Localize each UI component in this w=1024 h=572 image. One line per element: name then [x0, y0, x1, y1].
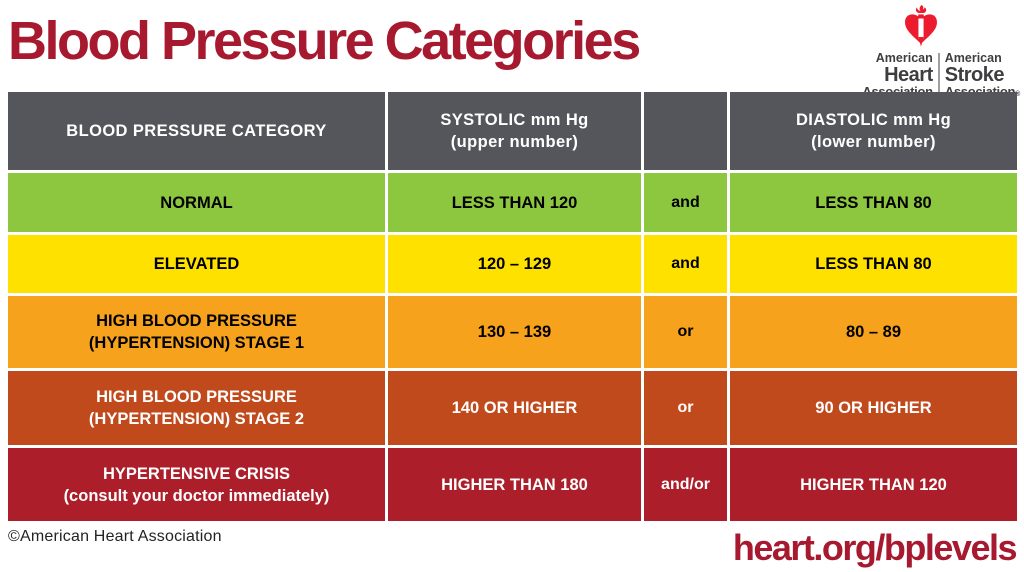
connector-cell: or — [644, 296, 727, 368]
connector-cell: and — [644, 173, 727, 232]
copyright-text: ©American Heart Association — [8, 528, 222, 545]
heart-torch-icon — [905, 5, 937, 47]
header-cell-connector — [644, 92, 727, 170]
logo-left-line2: Heart — [884, 64, 933, 86]
category-label: HIGH BLOOD PRESSURE — [96, 388, 297, 406]
category-cell: HYPERTENSIVE CRISIS (consult your doctor… — [8, 448, 385, 521]
logo-left-line1: American — [875, 51, 933, 65]
systolic-cell: LESS THAN 120 — [388, 173, 641, 232]
diastolic-cell: 90 OR HIGHER — [730, 371, 1017, 445]
category-label: NORMAL — [160, 193, 233, 212]
aha-asa-logo: American Heart Association American Stro… — [834, 5, 1020, 102]
logo-right-line1: American — [944, 51, 1002, 65]
category-note: (HYPERTENSION) STAGE 2 — [88, 410, 305, 428]
header-diastolic-label: DIASTOLIC mm Hg — [795, 111, 952, 129]
logo-divider — [937, 53, 940, 102]
logo-right-line2: Stroke — [944, 64, 1005, 86]
category-cell: ELEVATED — [8, 235, 385, 293]
header-cell-systolic: SYSTOLIC mm Hg (upper number) — [388, 92, 641, 170]
diastolic-cell: HIGHER THAN 120 — [730, 448, 1017, 521]
systolic-cell: 120 – 129 — [388, 235, 641, 293]
systolic-cell: 130 – 139 — [388, 296, 641, 368]
category-note: (HYPERTENSION) STAGE 1 — [88, 334, 305, 352]
header-cell-category: BLOOD PRESSURE CATEGORY — [8, 92, 385, 170]
connector-cell: or — [644, 371, 727, 445]
systolic-cell: 140 OR HIGHER — [388, 371, 641, 445]
category-cell: HIGH BLOOD PRESSURE (HYPERTENSION) STAGE… — [8, 371, 385, 445]
site-url: heart.org/bplevels — [732, 527, 1018, 568]
systolic-cell: HIGHER THAN 180 — [388, 448, 641, 521]
blood-pressure-table: BLOOD PRESSURE CATEGORY SYSTOLIC mm Hg (… — [8, 92, 1017, 521]
header-diastolic-sublabel: (lower number) — [811, 133, 936, 151]
header-systolic-sublabel: (upper number) — [450, 133, 579, 151]
category-label: HIGH BLOOD PRESSURE — [96, 312, 297, 330]
diastolic-cell: LESS THAN 80 — [730, 235, 1017, 293]
category-cell: NORMAL — [8, 173, 385, 232]
header-category-label: BLOOD PRESSURE CATEGORY — [66, 122, 327, 140]
header-cell-diastolic: DIASTOLIC mm Hg (lower number) — [730, 92, 1017, 170]
registered-mark: ® — [1015, 91, 1020, 98]
connector-cell: and — [644, 235, 727, 293]
category-cell: HIGH BLOOD PRESSURE (HYPERTENSION) STAGE… — [8, 296, 385, 368]
category-label: ELEVATED — [153, 255, 240, 273]
category-note: (consult your doctor immediately) — [63, 486, 330, 505]
header-systolic-label: SYSTOLIC mm Hg — [440, 111, 589, 129]
diastolic-cell: LESS THAN 80 — [730, 173, 1017, 232]
category-label: HYPERTENSIVE CRISIS — [102, 464, 291, 483]
connector-cell: and/or — [644, 448, 727, 521]
diastolic-cell: 80 – 89 — [730, 296, 1017, 368]
page-title: Blood Pressure Categories — [8, 11, 641, 71]
